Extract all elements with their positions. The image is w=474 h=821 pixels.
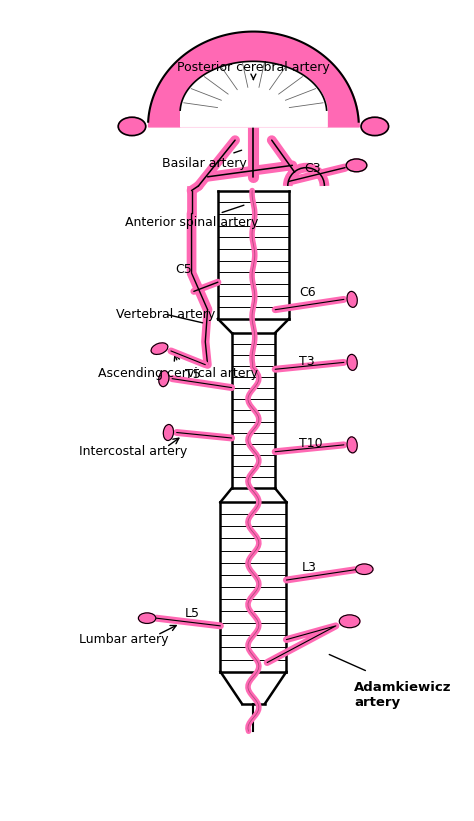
Text: T3: T3 xyxy=(299,355,315,368)
Text: Basilar artery: Basilar artery xyxy=(162,150,246,170)
Ellipse shape xyxy=(347,291,357,307)
Text: Ascending cervical artery: Ascending cervical artery xyxy=(98,367,257,380)
Polygon shape xyxy=(232,333,275,488)
Text: Intercostal artery: Intercostal artery xyxy=(79,445,188,458)
Ellipse shape xyxy=(346,159,367,172)
Polygon shape xyxy=(220,672,286,704)
Ellipse shape xyxy=(118,117,146,135)
Text: C6: C6 xyxy=(299,286,316,299)
Ellipse shape xyxy=(151,343,168,355)
Ellipse shape xyxy=(361,117,389,135)
Ellipse shape xyxy=(356,564,373,575)
Text: T5: T5 xyxy=(185,369,201,382)
Text: Vertebral artery: Vertebral artery xyxy=(116,308,215,323)
Text: L5: L5 xyxy=(185,607,200,620)
Polygon shape xyxy=(218,190,289,319)
Ellipse shape xyxy=(347,355,357,370)
Ellipse shape xyxy=(159,371,169,387)
Text: C5: C5 xyxy=(175,263,192,276)
Text: Lumbar artery: Lumbar artery xyxy=(79,633,169,646)
Text: C3: C3 xyxy=(304,163,320,175)
Ellipse shape xyxy=(339,615,360,628)
Ellipse shape xyxy=(347,437,357,453)
Text: L3: L3 xyxy=(301,561,316,574)
Text: Posterior cerebral artery: Posterior cerebral artery xyxy=(177,61,330,80)
Ellipse shape xyxy=(138,613,156,623)
Text: Anterior spinal artery: Anterior spinal artery xyxy=(125,205,258,229)
Text: T10: T10 xyxy=(299,437,323,450)
Text: Adamkiewicz
artery: Adamkiewicz artery xyxy=(354,681,452,709)
Ellipse shape xyxy=(164,424,173,441)
Polygon shape xyxy=(220,502,286,672)
